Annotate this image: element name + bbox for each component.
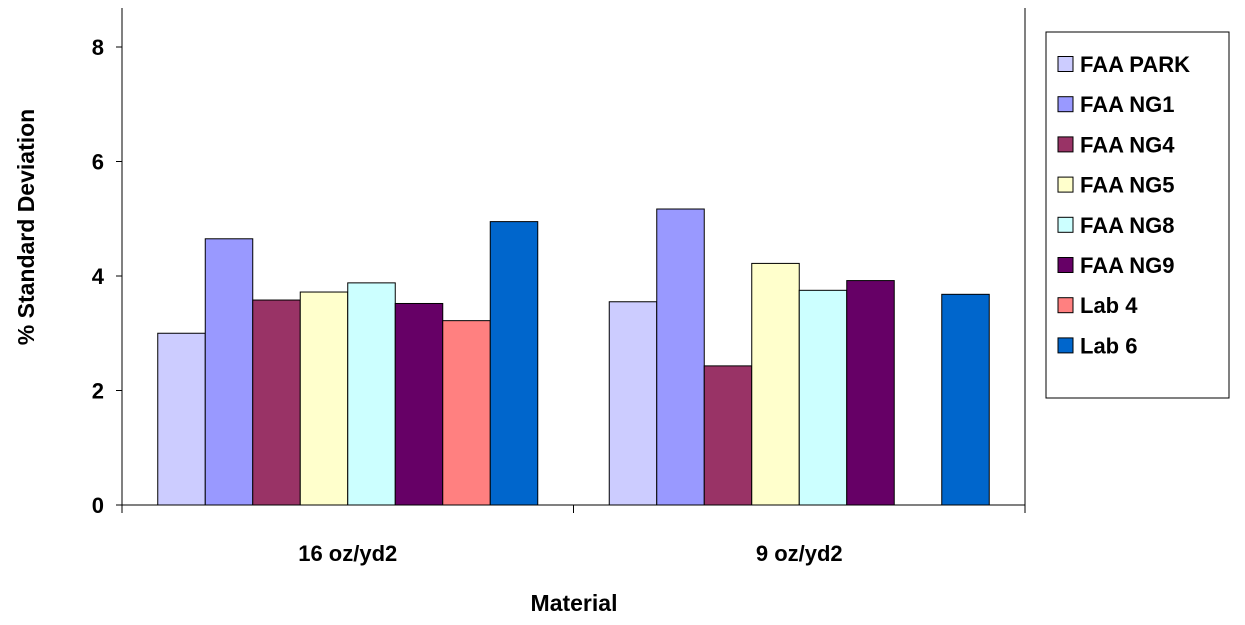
x-tick-label: 9 oz/yd2 — [756, 541, 843, 566]
bar-faa-ng1-0 — [204, 238, 254, 506]
x-ticks: 16 oz/yd2 9 oz/yd2 — [121, 505, 1026, 566]
bars-group — [157, 208, 990, 506]
legend: FAA PARK FAA NG1 FAA NG4 FAA NG5 FAA NG8 FAA … — [1045, 31, 1230, 399]
bar-faa-ng5-0 — [299, 291, 349, 506]
legend-label: FAA NG1 — [1080, 92, 1175, 117]
legend-swatch — [1057, 257, 1074, 273]
y-ticks: 0 2 4 6 8 — [92, 35, 122, 518]
x-tick-label: 16 oz/yd2 — [298, 541, 397, 566]
legend-swatch — [1057, 136, 1074, 153]
y-tick-label: 2 — [92, 379, 104, 404]
bar-faa-park-0 — [157, 332, 206, 506]
legend-box — [1045, 31, 1230, 399]
legend-swatch — [1057, 297, 1074, 314]
y-tick-label: 8 — [92, 35, 104, 60]
bar-faa-park-1 — [608, 301, 658, 506]
y-tick-label: 6 — [92, 150, 104, 175]
bar-faa-ng8-0 — [347, 282, 396, 506]
legend-label: FAA NG8 — [1080, 213, 1175, 238]
legend-label: Lab 6 — [1080, 333, 1137, 358]
y-tick-label: 4 — [92, 264, 105, 289]
bar-faa-ng8-1 — [798, 289, 848, 506]
bar-lab-6-0 — [489, 221, 539, 506]
legend-label: FAA NG4 — [1080, 132, 1175, 157]
legend-swatch — [1057, 176, 1074, 193]
legend-swatch — [1057, 216, 1074, 233]
x-axis-title: Material — [531, 590, 618, 616]
legend-swatch — [1057, 337, 1074, 354]
y-tick-label: 0 — [92, 493, 104, 518]
bar-faa-ng9-1 — [846, 280, 895, 506]
legend-label: Lab 4 — [1080, 293, 1138, 318]
bar-lab-4-0 — [442, 320, 491, 506]
bar-faa-ng1-1 — [656, 208, 705, 506]
legend-swatch — [1057, 56, 1074, 72]
bar-faa-ng9-0 — [394, 302, 444, 506]
bar-lab-6-1 — [941, 293, 990, 506]
legend-label: FAA PARK — [1080, 52, 1190, 77]
y-axis-title: % Standard Deviation — [13, 109, 39, 345]
bar-faa-ng4-1 — [703, 365, 753, 506]
bar-faa-ng5-1 — [751, 262, 800, 506]
bar-faa-ng4-0 — [252, 299, 301, 506]
legend-label: FAA NG9 — [1080, 253, 1175, 278]
legend-swatch — [1057, 96, 1074, 113]
legend-label: FAA NG5 — [1080, 173, 1175, 198]
